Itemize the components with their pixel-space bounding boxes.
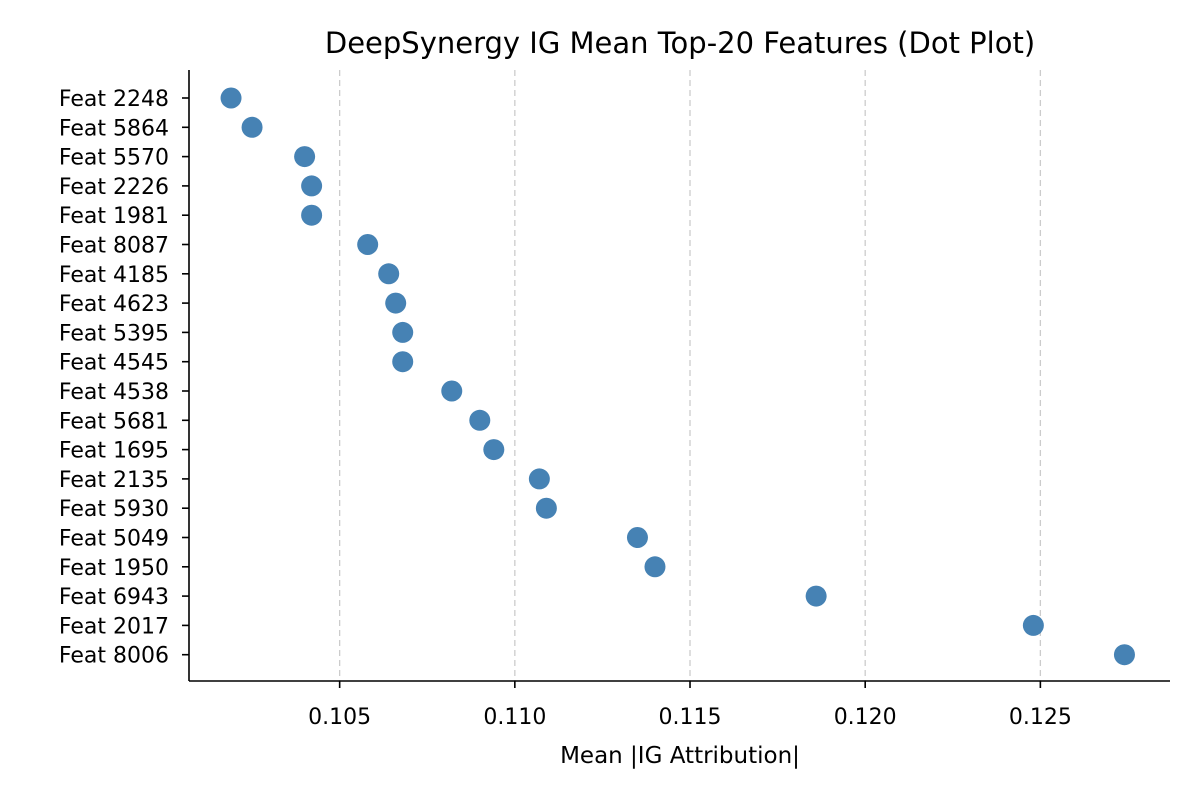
axes	[188, 70, 1170, 682]
data-point	[1022, 614, 1044, 636]
y-tick-label: Feat 2017	[59, 614, 169, 639]
y-tick-label: Feat 8087	[59, 234, 169, 259]
x-tick-label: 0.125	[1009, 705, 1072, 730]
y-tick-label: Feat 4545	[59, 351, 169, 376]
x-tick-label: 0.105	[308, 705, 371, 730]
data-point	[392, 321, 414, 343]
x-tick-label: 0.110	[483, 705, 546, 730]
data-point	[385, 292, 407, 314]
y-axis-ticks: Feat 2248 Feat 5864 Feat 5570 Feat 2226 Feat…	[59, 87, 189, 669]
data-point	[378, 263, 400, 285]
grid-lines	[339, 70, 1042, 681]
data-point	[301, 204, 323, 226]
x-tick-label: 0.120	[834, 705, 897, 730]
y-tick-label: Feat 8006	[59, 644, 169, 669]
y-tick-label: Feat 5570	[59, 146, 169, 171]
data-point	[535, 497, 557, 519]
data-point	[805, 585, 827, 607]
data-point	[241, 116, 263, 138]
data-point	[220, 87, 242, 109]
data-point	[392, 351, 414, 373]
y-tick-label: Feat 5930	[59, 497, 169, 522]
y-tick-label: Feat 4623	[59, 292, 169, 317]
data-point	[644, 556, 666, 578]
chart-title: DeepSynergy IG Mean Top-20 Features (Dot…	[325, 26, 1035, 60]
data-point	[441, 380, 463, 402]
y-tick-label: Feat 5049	[59, 527, 169, 552]
data-point	[528, 468, 550, 490]
data-point	[1113, 644, 1135, 666]
x-axis-label: Mean |IG Attribution|	[560, 743, 800, 769]
y-tick-label: Feat 5681	[59, 409, 169, 434]
data-points	[220, 87, 1135, 666]
y-tick-label: Feat 4538	[59, 380, 169, 405]
x-tick-label: 0.115	[659, 705, 722, 730]
y-tick-label: Feat 2248	[59, 87, 169, 112]
y-tick-label: Feat 5864	[59, 116, 169, 141]
data-point	[301, 175, 323, 197]
y-tick-label: Feat 2226	[59, 175, 169, 200]
data-point	[626, 527, 648, 548]
data-point	[357, 234, 379, 255]
data-point	[294, 146, 316, 168]
y-tick-label: Feat 2135	[59, 468, 169, 493]
y-tick-label: Feat 1695	[59, 439, 169, 464]
y-tick-label: Feat 1950	[59, 556, 169, 581]
x-axis-ticks: 0.105 0.110 0.115 0.120 0.125	[308, 681, 1072, 730]
y-tick-label: Feat 1981	[59, 204, 169, 229]
data-point	[483, 439, 505, 461]
y-tick-label: Feat 6943	[59, 585, 169, 610]
data-point	[469, 409, 491, 431]
y-tick-label: Feat 4185	[59, 263, 169, 288]
y-tick-label: Feat 5395	[59, 321, 169, 346]
